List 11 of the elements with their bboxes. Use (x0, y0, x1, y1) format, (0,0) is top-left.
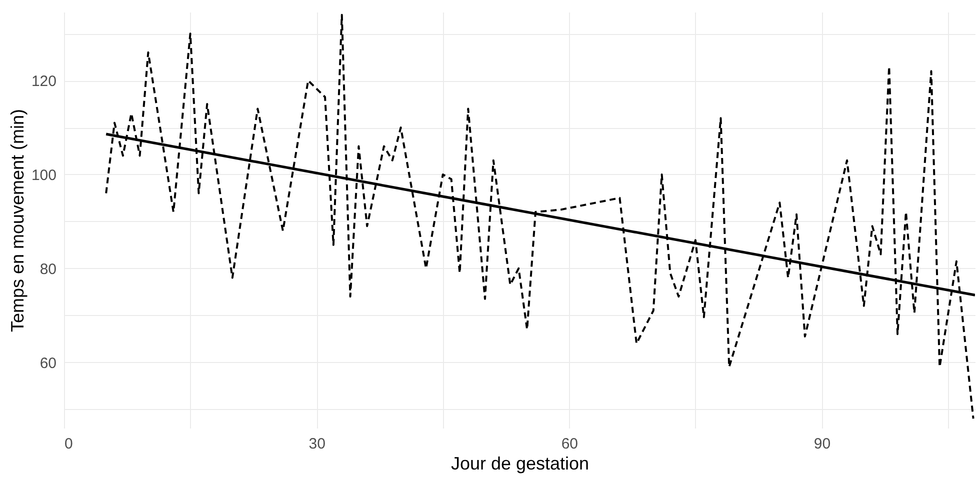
y-tick-label: 60 (40, 354, 56, 372)
y-axis-title: Temps en mouvement (min) (7, 108, 28, 332)
x-tick-label: 90 (814, 436, 831, 452)
y-tick-label: 80 (40, 260, 56, 278)
y-tick-label: 100 (31, 166, 56, 184)
x-axis-title: Jour de gestation (450, 454, 590, 474)
x-tick-label: 60 (561, 436, 578, 452)
x-tick-label: 30 (308, 436, 326, 452)
x-tick-label: 0 (64, 436, 73, 452)
line-series (105, 14, 974, 420)
y-tick-label: 120 (31, 73, 56, 90)
